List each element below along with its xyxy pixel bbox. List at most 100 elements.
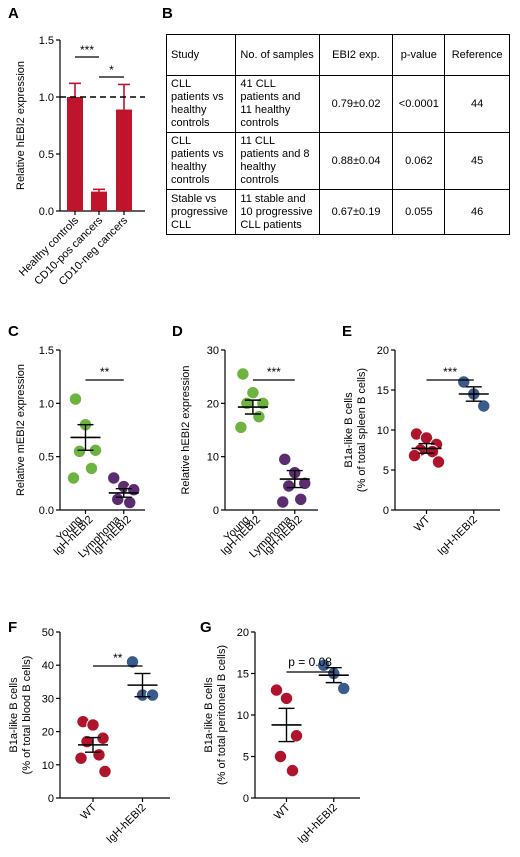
y-axis-label: Relative hEBI2 expression xyxy=(15,61,27,190)
y-tick-label: 0 xyxy=(383,505,389,517)
table-cell: CLL patients vs healthy controls xyxy=(165,132,237,190)
table-header-cell: Reference xyxy=(444,34,510,76)
data-point xyxy=(431,455,446,469)
y-axis-label: B1a-like B cells xyxy=(8,677,20,753)
y-tick-label: 15 xyxy=(377,385,389,397)
data-point xyxy=(289,729,304,743)
y-tick-label: 40 xyxy=(42,660,54,672)
data-point xyxy=(127,483,141,497)
table-cell: 0.79±0.02 xyxy=(318,75,394,133)
table-cell: 0.67±0.19 xyxy=(318,189,394,235)
y-tick-label: 30 xyxy=(207,345,219,357)
table-row: Stable vs progressive CLL 11 stable and … xyxy=(165,189,510,235)
data-point xyxy=(111,492,125,507)
data-point xyxy=(298,476,312,491)
y-axis-label: Relative hEBI2 expression xyxy=(180,365,192,494)
significance-label: *** xyxy=(80,43,94,57)
data-point xyxy=(269,683,284,697)
data-point xyxy=(278,452,292,467)
panel-letter: E xyxy=(342,323,352,340)
y-tick-label: 1.0 xyxy=(39,92,54,104)
bar xyxy=(91,191,107,211)
table-ebi2-studies: Study No. of samples EBI2 exp. p-value R… xyxy=(165,34,510,235)
table-header-row: Study No. of samples EBI2 exp. p-value R… xyxy=(165,34,510,76)
y-tick-label: 0.5 xyxy=(39,149,54,161)
y-tick-label: 5 xyxy=(243,752,249,764)
y-tick-label: 0.5 xyxy=(39,452,54,464)
x-tick-label: WT xyxy=(412,513,433,534)
data-point xyxy=(234,420,248,435)
table-cell: 44 xyxy=(444,75,510,133)
y-tick-label: 10 xyxy=(207,452,219,464)
data-point xyxy=(145,688,160,702)
y-tick-label: 0 xyxy=(213,505,219,517)
panel-letter: C xyxy=(8,323,19,340)
table-cell: 0.055 xyxy=(392,189,446,235)
y-tick-label: 1.5 xyxy=(39,35,54,47)
x-tick-label: WT xyxy=(272,801,293,822)
significance-label: ** xyxy=(113,651,123,665)
table-cell: 11 stable and 10 progressive CLL patient… xyxy=(235,189,320,235)
y-tick-label: 50 xyxy=(42,627,54,639)
significance-label: ** xyxy=(100,365,110,379)
y-axis-label: Relative mEBI2 expression xyxy=(15,364,27,496)
table-cell: <0.0001 xyxy=(392,75,446,133)
table-header-cell: EBI2 exp. xyxy=(318,34,394,76)
data-point xyxy=(276,495,290,509)
y-tick-label: 5 xyxy=(383,465,389,477)
y-axis-label: (% of total blood B cells) xyxy=(21,656,33,775)
significance-label: *** xyxy=(443,365,457,379)
data-point xyxy=(236,367,250,381)
y-tick-label: 0 xyxy=(48,793,54,805)
panel-letter: A xyxy=(8,5,19,22)
y-axis-label: B1a-like B cells xyxy=(203,677,215,753)
y-tick-label: 1.5 xyxy=(39,345,54,357)
data-point xyxy=(457,375,471,389)
table-cell: 41 CLL patients and 11 healthy controls xyxy=(235,75,320,133)
bar xyxy=(116,109,132,211)
data-point xyxy=(98,764,112,779)
table-cell: Stable vs progressive CLL xyxy=(165,189,237,235)
data-point xyxy=(123,495,137,510)
y-tick-label: 20 xyxy=(42,727,54,739)
panel-letter: F xyxy=(8,619,17,636)
y-tick-label: 10 xyxy=(377,425,389,437)
table-cell: CLL patients vs healthy controls xyxy=(165,75,237,133)
table-header-cell: Study xyxy=(165,34,237,76)
data-point xyxy=(477,399,491,413)
panel-letter: G xyxy=(200,619,212,636)
significance-label: *** xyxy=(267,365,281,379)
table-cell: 11 CLL patients and 8 healthy controls xyxy=(235,132,320,190)
y-tick-label: 20 xyxy=(237,627,249,639)
table-cell: 45 xyxy=(444,132,510,190)
table-row: CLL patients vs healthy controls 11 CLL … xyxy=(165,132,510,190)
y-tick-label: 20 xyxy=(377,345,389,357)
panel-letter: B xyxy=(162,5,173,22)
y-axis-label: (% of total spleen B cells) xyxy=(356,368,368,492)
data-point xyxy=(107,471,121,485)
data-point xyxy=(285,763,300,778)
data-point xyxy=(125,655,140,669)
y-tick-label: 0.0 xyxy=(39,505,54,517)
y-axis-label: (% of total peritoneal B cells) xyxy=(216,645,228,785)
table-cell: 0.88±0.04 xyxy=(318,132,394,190)
significance-label: p = 0.08 xyxy=(288,655,332,669)
data-point xyxy=(273,749,288,764)
x-tick-label: IgH-hEBI2 xyxy=(436,514,480,558)
y-tick-label: 30 xyxy=(42,693,54,705)
y-tick-label: 10 xyxy=(237,710,249,722)
y-tick-label: 10 xyxy=(42,760,54,772)
data-point xyxy=(68,392,83,406)
data-point xyxy=(407,448,422,463)
data-point xyxy=(252,409,266,424)
data-point xyxy=(246,385,260,400)
data-point xyxy=(282,479,296,493)
bar xyxy=(67,97,83,211)
panel-letter: D xyxy=(172,323,183,340)
data-point xyxy=(92,748,106,762)
x-tick-label: IgH-hEBI2 xyxy=(104,802,148,846)
y-tick-label: 0.0 xyxy=(39,206,54,218)
data-point xyxy=(66,471,81,485)
table-header-cell: No. of samples xyxy=(235,34,320,76)
